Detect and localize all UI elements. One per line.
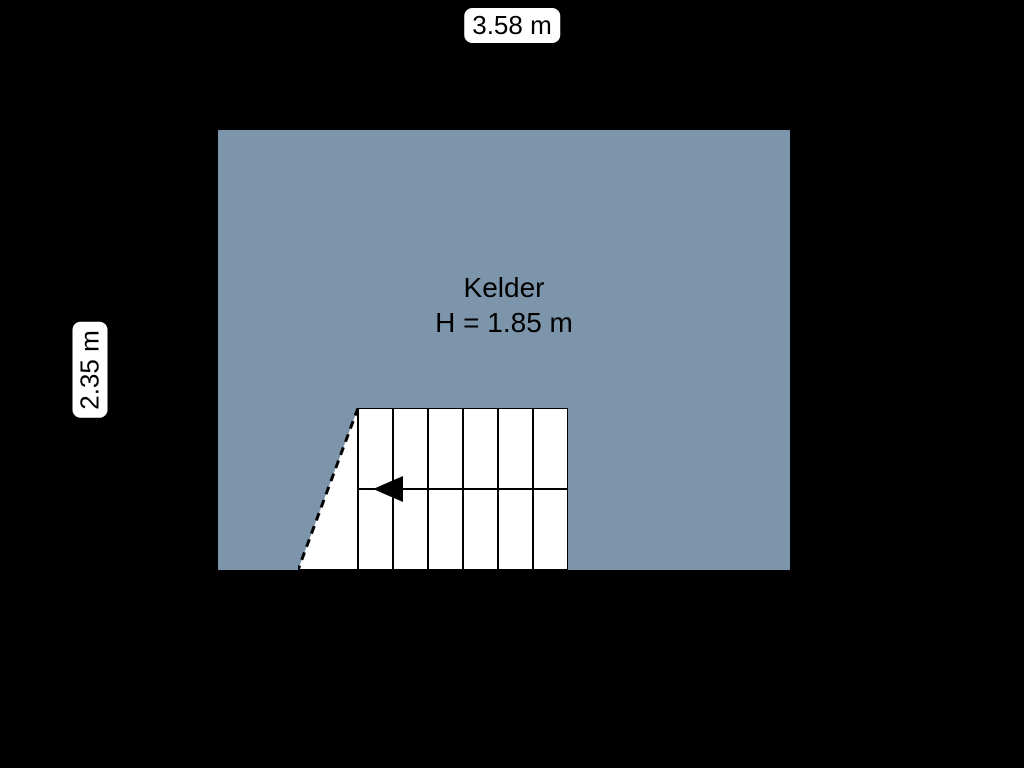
floorplan-canvas: 3.58 m 2.35 m Kelder H = 1.85 m [0, 0, 1024, 768]
stairs-icon [298, 408, 568, 570]
room-label: Kelder H = 1.85 m [435, 270, 573, 340]
room-name-text: Kelder [435, 270, 573, 305]
room-height-text: H = 1.85 m [435, 305, 573, 340]
dimension-height-label: 2.35 m [73, 322, 108, 418]
dimension-width-label: 3.58 m [464, 8, 560, 43]
